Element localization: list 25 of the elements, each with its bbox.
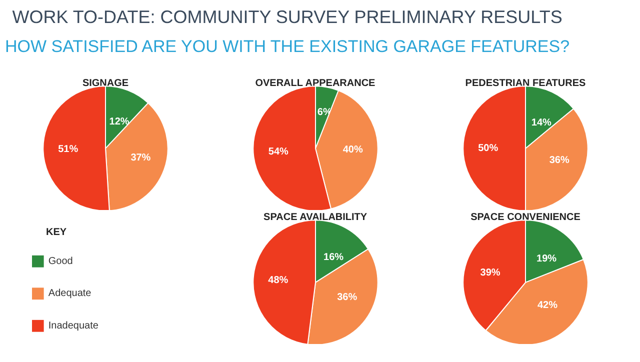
data-label: 16% (324, 252, 344, 264)
data-label: 51% (58, 144, 78, 155)
text: WORK TO-DATE: COMMUNITY SURVEY PRELIMINARY RESULTS (11, 6, 564, 29)
chart-title: SPACE CONVENIENCE (470, 212, 581, 223)
data-label: 48% (268, 275, 288, 286)
legend-title: KEY (46, 226, 67, 238)
data-label: 14% (531, 117, 552, 128)
data-label: 54% (268, 146, 289, 158)
text: HOW SATISFIED ARE YOU WITH THE EXISTING GARAGE FEATURES? (5, 36, 570, 58)
chart-title: SPACE AVAILABILITY (264, 212, 368, 223)
data-label: 50% (478, 142, 498, 154)
data-label: 19% (536, 254, 557, 265)
data-label: 42% (537, 300, 558, 311)
legend-label: Inadequate (48, 320, 99, 332)
chart-title: SIGNAGE (82, 78, 129, 89)
data-label: 12% (109, 116, 130, 128)
data-label: 36% (549, 155, 570, 166)
chart-title: OVERALL APPEARANCE (255, 78, 376, 89)
data-label: 40% (342, 144, 363, 156)
chart-title: PEDESTRIAN FEATURES (465, 78, 586, 89)
data-label: 39% (480, 267, 500, 278)
data-label: 37% (130, 152, 151, 164)
legend-label: Adequate (48, 288, 92, 300)
data-label: 36% (337, 292, 358, 304)
legend-label: Good (48, 256, 73, 267)
